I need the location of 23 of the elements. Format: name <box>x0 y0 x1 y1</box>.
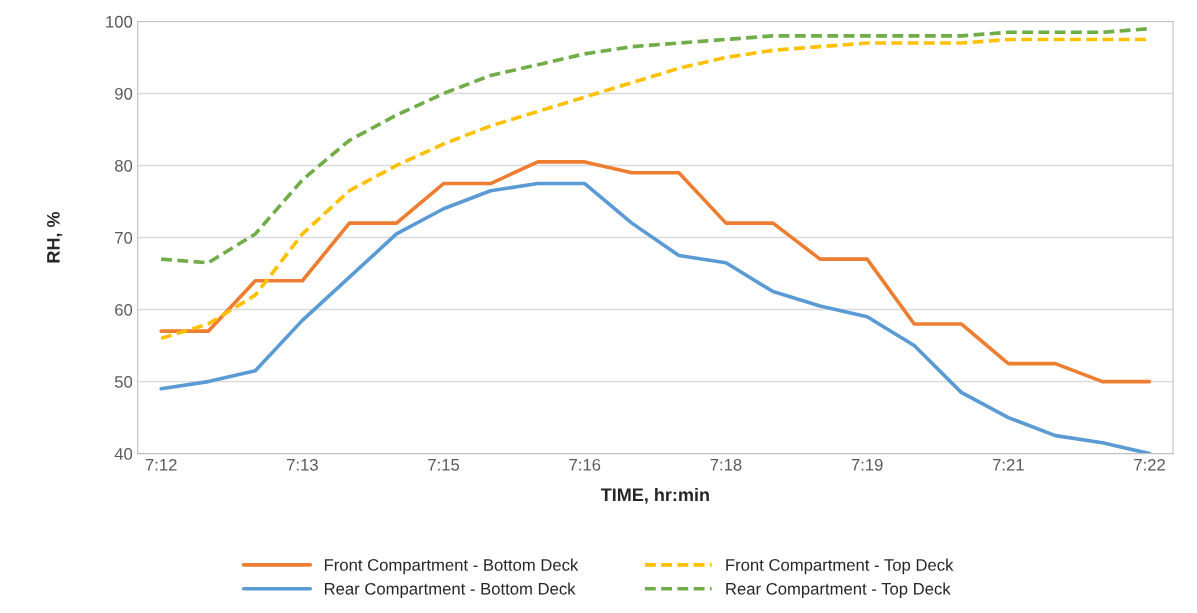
x-tick-label: 7:22 <box>1134 458 1165 471</box>
legend-label: Rear Compartment - Bottom Deck <box>324 582 576 598</box>
x-tick-label: 7:13 <box>287 458 318 471</box>
x-axis-title: TIME, hr:min <box>600 487 709 504</box>
legend-label: Rear Compartment - Top Deck <box>726 582 951 598</box>
y-tick-label: 90 <box>115 87 133 100</box>
line-series <box>159 160 1152 384</box>
legend-label: Front Compartment - Bottom Deck <box>324 558 579 575</box>
x-tick-label: 7:21 <box>992 458 1024 471</box>
y-axis-title: RH, % <box>47 211 63 263</box>
y-tick-label: 70 <box>115 231 133 244</box>
x-tick-label: 7:16 <box>569 458 601 471</box>
legend-label: Front Compartment - Top Deck <box>726 558 954 575</box>
y-tick-label: 100 <box>106 15 133 28</box>
x-tick-label: 7:15 <box>428 459 460 471</box>
line-series <box>159 181 1152 454</box>
x-tick-label: 7:19 <box>851 458 883 471</box>
x-tick-label: 7:12 <box>145 458 177 471</box>
y-tick-label: 60 <box>115 303 133 316</box>
y-tick-label: 80 <box>114 159 133 172</box>
x-tick-label: 7:18 <box>710 458 742 471</box>
y-tick-label: 50 <box>114 375 133 388</box>
y-tick-label: 40 <box>114 448 133 460</box>
